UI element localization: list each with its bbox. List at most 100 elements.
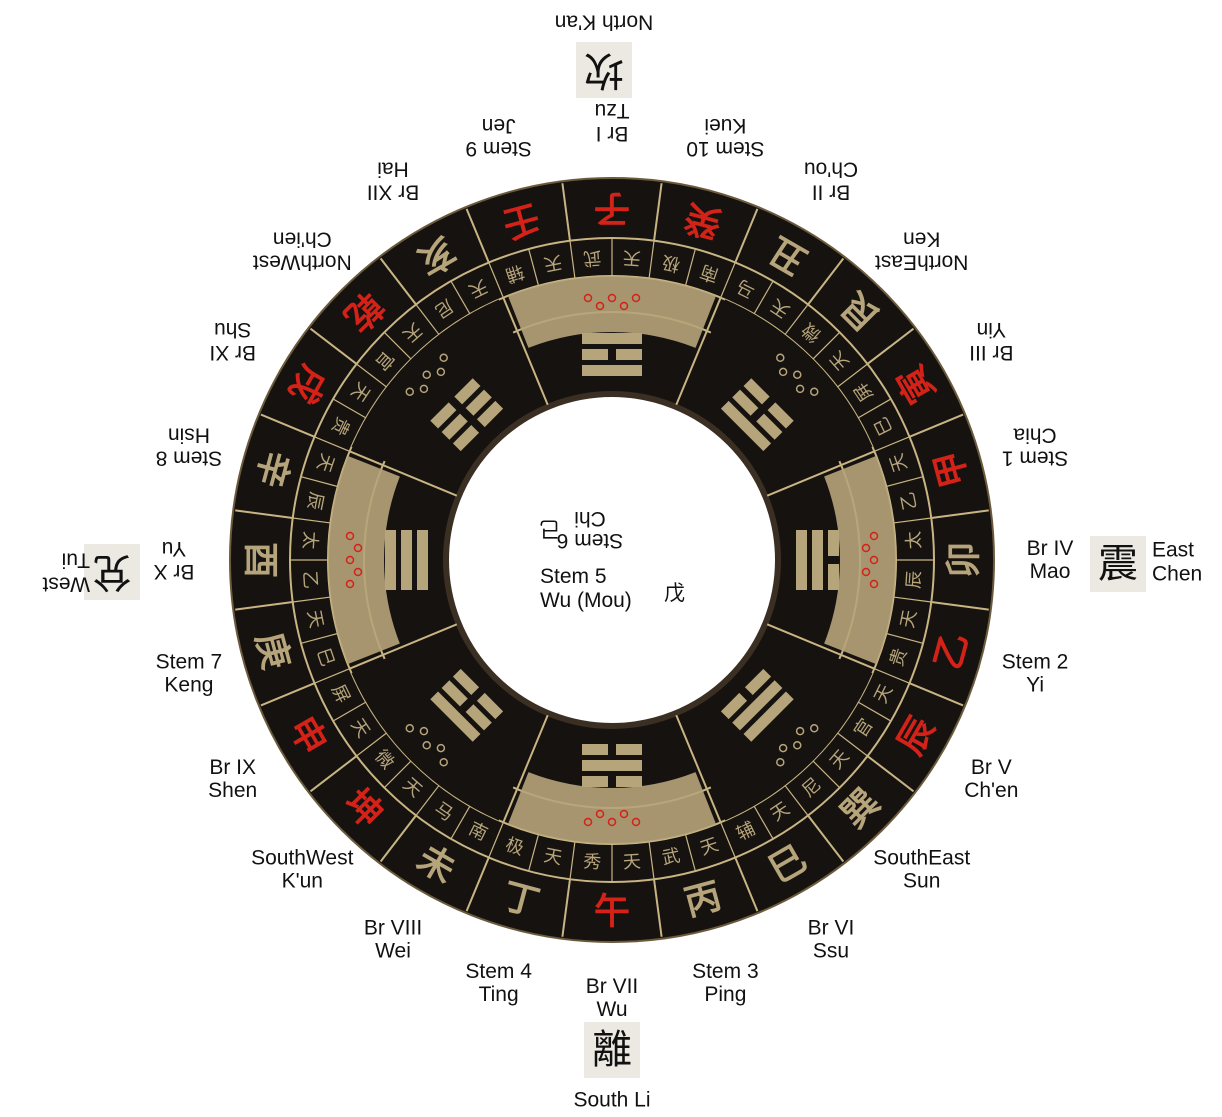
outer-divider	[866, 755, 915, 793]
direction-glyph: 離	[592, 1027, 632, 1073]
yin-line	[720, 692, 748, 720]
star-ring-character: 武	[583, 247, 602, 269]
constellation-dot	[436, 367, 446, 377]
trigram-symbols	[345, 293, 879, 827]
constellation-dot	[353, 543, 363, 553]
outer-divider	[931, 601, 989, 611]
label-line: Br II	[812, 181, 851, 204]
label-line: Shu	[214, 318, 251, 341]
yang-line	[732, 680, 783, 731]
label-line: Ssu	[813, 939, 849, 962]
constellation-dot	[583, 817, 593, 827]
yang-line	[582, 365, 642, 376]
yin-line	[828, 564, 839, 590]
yang-line	[401, 530, 412, 590]
star-divider	[383, 331, 412, 360]
yin-line	[582, 744, 608, 755]
gold-band-sector	[507, 276, 717, 348]
gold-band-sector	[351, 650, 522, 821]
star-divider	[415, 784, 440, 816]
label-line: Br VI	[808, 916, 855, 939]
constellation-dot	[422, 370, 431, 379]
star-divider	[720, 262, 736, 298]
star-divider	[784, 784, 809, 816]
yang-line	[430, 691, 481, 742]
label-line: Stem 3	[692, 960, 759, 983]
gold-band-sector	[507, 772, 717, 845]
star-ring-character: 天	[886, 451, 912, 475]
label-line: Chia	[1013, 424, 1057, 447]
yang-line	[385, 530, 396, 590]
star-divider	[886, 632, 924, 644]
star-divider	[292, 596, 331, 603]
outer-divider	[309, 755, 358, 793]
yin-line	[744, 668, 772, 696]
yin-line	[452, 424, 480, 452]
outer-divider	[807, 814, 845, 863]
outer-divider	[309, 327, 358, 365]
direction-glyph: 兌	[92, 549, 132, 595]
mountain-character: 子	[594, 188, 630, 229]
star-divider	[300, 632, 338, 644]
trigram-divider	[766, 450, 875, 497]
label-line: Br VIII	[364, 916, 422, 939]
star-divider	[684, 834, 696, 872]
outer-divider	[909, 413, 964, 438]
star-ring-character: 天	[542, 845, 564, 869]
label-line: Ting	[479, 983, 519, 1006]
constellation-dot	[793, 370, 802, 379]
label-line: Br XII	[367, 181, 420, 204]
outer-divider	[379, 257, 417, 306]
constellation-dot	[869, 579, 879, 589]
center-stem-labels: Stem 6 Chi 己 Stem 5 Wu (Mou) 戊	[540, 507, 686, 612]
label-line: Ch'ien	[273, 227, 332, 250]
outer-divider	[465, 208, 490, 263]
star-ring-character: 极	[660, 251, 682, 275]
star-divider	[893, 517, 932, 524]
star-divider	[874, 668, 910, 684]
direction-label: West	[42, 573, 90, 596]
label-line: Br IV	[1027, 537, 1074, 560]
label-line: Br VII	[586, 975, 639, 998]
constellation-dot	[619, 301, 629, 311]
constellation-mark	[583, 293, 641, 311]
label-line: Br V	[971, 756, 1012, 779]
label-line: Yi	[1026, 673, 1044, 696]
star-divider	[648, 841, 655, 880]
constellation-dot	[778, 743, 788, 753]
center-top-line-1: Stem 6	[557, 529, 624, 552]
mountain-character: 卯	[944, 542, 985, 578]
star-divider	[648, 240, 655, 279]
yin-line	[743, 378, 770, 405]
trigram-divider	[502, 297, 549, 406]
trigram	[720, 668, 794, 742]
label-line: Stem 1	[1002, 447, 1069, 470]
center-bottom-line-2: Wu (Mou)	[540, 589, 632, 612]
constellation-mark	[776, 724, 819, 767]
gold-band-sector	[824, 455, 897, 665]
label-line: Ch'ou	[804, 158, 858, 181]
outer-divider	[235, 601, 293, 611]
constellation-dot	[869, 531, 879, 541]
direction-glyph-bg	[84, 544, 140, 600]
direction-glyph: 坎	[584, 47, 624, 93]
label-line: Stem 4	[465, 960, 532, 983]
star-ring-character: 太	[903, 531, 925, 550]
outer-divider	[866, 327, 915, 365]
star-ring-character: 天	[312, 451, 338, 475]
star-divider	[812, 760, 841, 789]
yang-line	[796, 530, 807, 590]
label-line: Stem 8	[156, 447, 223, 470]
yang-line	[582, 760, 642, 771]
constellation-dot	[778, 367, 788, 377]
constellation-dot	[619, 809, 629, 819]
